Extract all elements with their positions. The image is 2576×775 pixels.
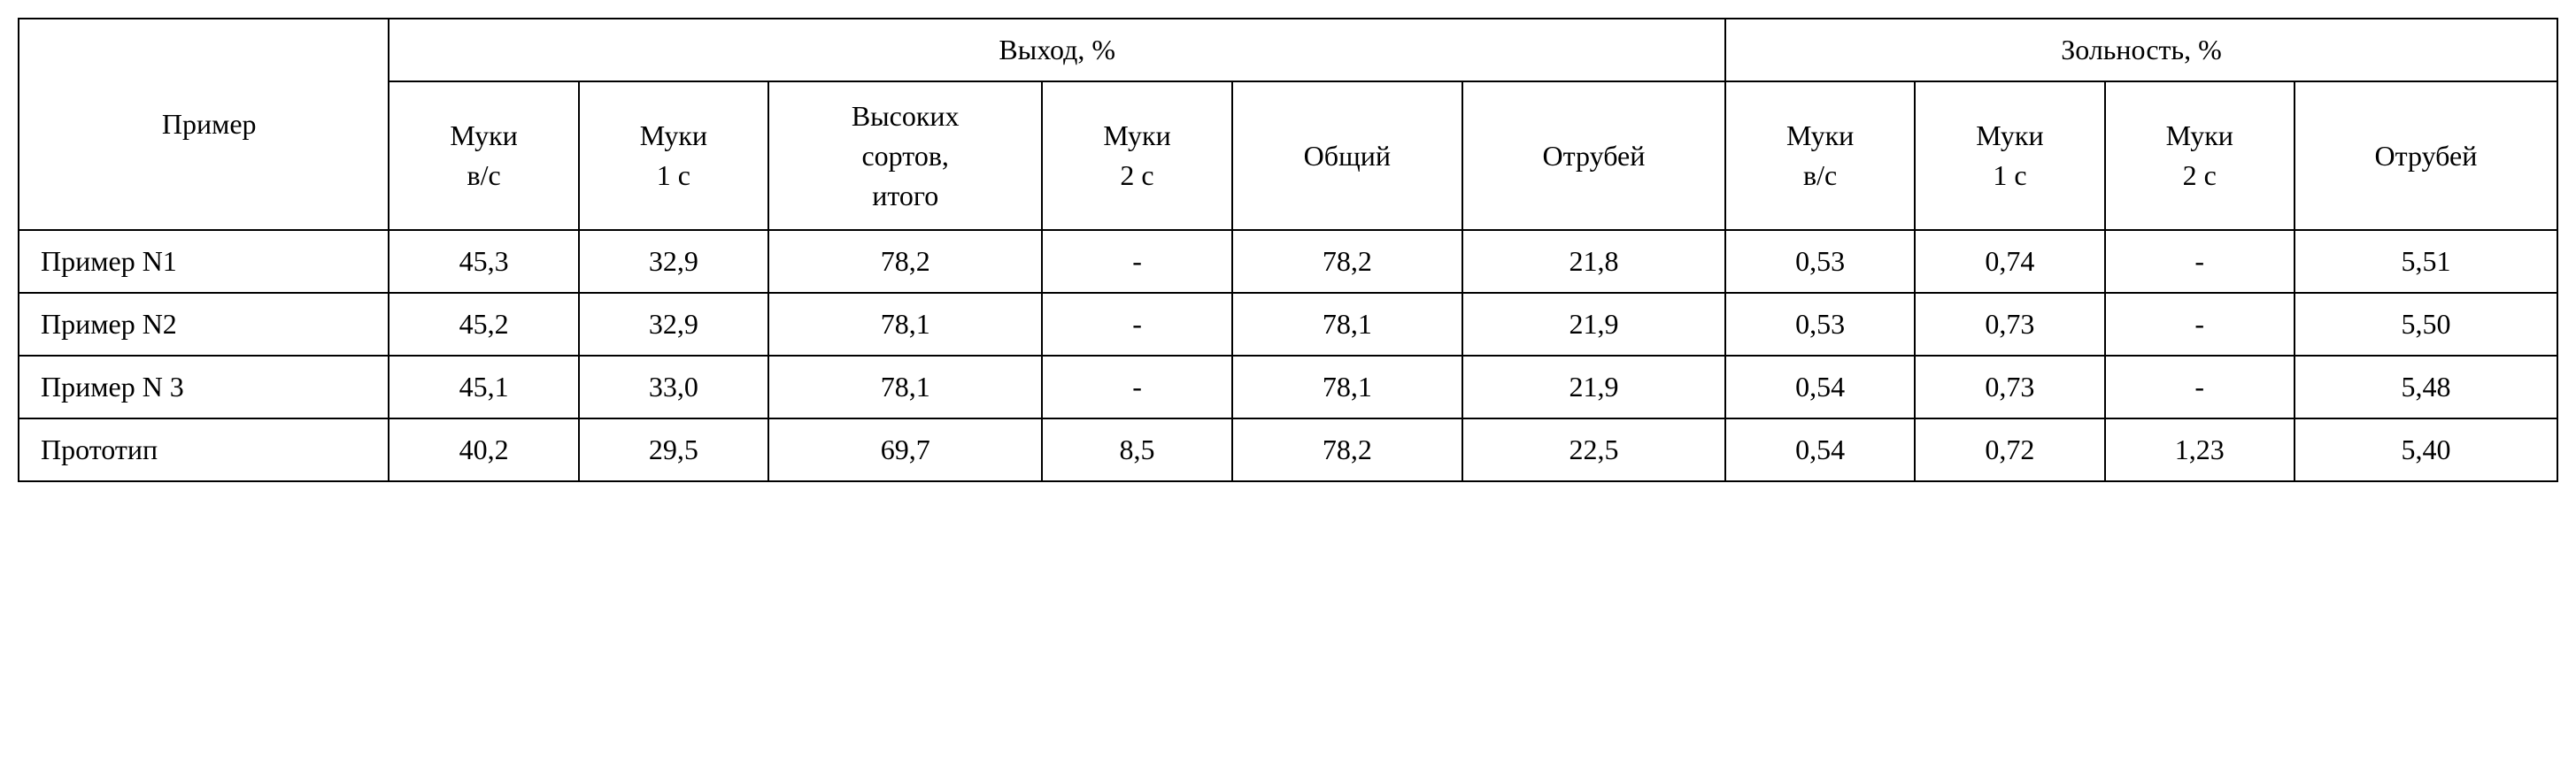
cell-ash-flour-vs: 0,53: [1725, 230, 1915, 293]
cell-ash-bran: 5,48: [2294, 356, 2557, 418]
cell-ash-flour-1c: 0,73: [1915, 356, 2104, 418]
cell-yield-flour-1c: 29,5: [579, 418, 768, 481]
row-label: Пример N2: [19, 293, 389, 356]
col-ash-flour-1c-l1: Муки: [1926, 116, 2093, 156]
flour-yield-ash-table: Пример Выход, % Зольность, % Муки в/с Му…: [18, 18, 2558, 482]
cell-ash-flour-2c: -: [2105, 230, 2294, 293]
col-primer-header: Пример: [19, 19, 389, 230]
cell-ash-flour-vs: 0,54: [1725, 356, 1915, 418]
col-yield-high-grades: Высоких сортов, итого: [768, 81, 1042, 230]
table-row: Прототип40,229,569,78,578,222,50,540,721…: [19, 418, 2557, 481]
col-ash-flour-vs-l2: в/с: [1737, 156, 1903, 196]
cell-yield-high: 78,2: [768, 230, 1042, 293]
header-row-2: Муки в/с Муки 1 с Высоких сортов, итого: [19, 81, 2557, 230]
cell-ash-flour-1c: 0,72: [1915, 418, 2104, 481]
cell-yield-high: 78,1: [768, 293, 1042, 356]
cell-yield-flour-vs: 45,1: [389, 356, 578, 418]
row-label: Пример N1: [19, 230, 389, 293]
cell-yield-total: 78,2: [1232, 230, 1462, 293]
col-yield-flour-1c: Муки 1 с: [579, 81, 768, 230]
col-yield-high-grades-l2: сортов,: [780, 136, 1030, 176]
col-ash-flour-1c: Муки 1 с: [1915, 81, 2104, 230]
cell-yield-total: 78,2: [1232, 418, 1462, 481]
cell-yield-flour-2c: -: [1042, 356, 1231, 418]
cell-yield-bran: 21,9: [1462, 356, 1725, 418]
cell-yield-flour-vs: 45,2: [389, 293, 578, 356]
cell-yield-flour-1c: 32,9: [579, 230, 768, 293]
col-yield-flour-vs: Муки в/с: [389, 81, 578, 230]
table-row: Пример N145,332,978,2-78,221,80,530,74-5…: [19, 230, 2557, 293]
col-yield-group-header: Выход, %: [389, 19, 1725, 81]
col-ash-group-header: Зольность, %: [1725, 19, 2557, 81]
cell-ash-flour-2c: 1,23: [2105, 418, 2294, 481]
col-ash-flour-vs-l1: Муки: [1737, 116, 1903, 156]
col-ash-bran: Отрубей: [2294, 81, 2557, 230]
cell-yield-high: 69,7: [768, 418, 1042, 481]
row-label: Пример N 3: [19, 356, 389, 418]
row-label: Прототип: [19, 418, 389, 481]
cell-yield-bran: 22,5: [1462, 418, 1725, 481]
table-row: Пример N 345,133,078,1-78,121,90,540,73-…: [19, 356, 2557, 418]
cell-ash-bran: 5,51: [2294, 230, 2557, 293]
cell-ash-flour-vs: 0,54: [1725, 418, 1915, 481]
col-yield-high-grades-l3: итого: [780, 176, 1030, 216]
col-yield-flour-vs-l1: Муки: [400, 116, 567, 156]
col-yield-flour-2c-l1: Муки: [1053, 116, 1220, 156]
cell-yield-flour-vs: 40,2: [389, 418, 578, 481]
col-ash-flour-vs: Муки в/с: [1725, 81, 1915, 230]
cell-ash-flour-vs: 0,53: [1725, 293, 1915, 356]
col-yield-bran: Отрубей: [1462, 81, 1725, 230]
col-yield-flour-2c-l2: 2 с: [1053, 156, 1220, 196]
cell-ash-flour-2c: -: [2105, 356, 2294, 418]
header-row-1: Пример Выход, % Зольность, %: [19, 19, 2557, 81]
cell-yield-flour-2c: -: [1042, 230, 1231, 293]
col-ash-flour-2c: Муки 2 с: [2105, 81, 2294, 230]
col-yield-flour-1c-l2: 1 с: [590, 156, 757, 196]
cell-yield-high: 78,1: [768, 356, 1042, 418]
cell-ash-bran: 5,40: [2294, 418, 2557, 481]
cell-yield-flour-1c: 33,0: [579, 356, 768, 418]
cell-yield-flour-2c: -: [1042, 293, 1231, 356]
col-yield-flour-1c-l1: Муки: [590, 116, 757, 156]
table-body: Пример N145,332,978,2-78,221,80,530,74-5…: [19, 230, 2557, 481]
cell-yield-bran: 21,8: [1462, 230, 1725, 293]
cell-ash-flour-1c: 0,73: [1915, 293, 2104, 356]
table-row: Пример N245,232,978,1-78,121,90,530,73-5…: [19, 293, 2557, 356]
cell-yield-total: 78,1: [1232, 293, 1462, 356]
col-yield-high-grades-l1: Высоких: [780, 96, 1030, 136]
cell-yield-total: 78,1: [1232, 356, 1462, 418]
col-ash-flour-1c-l2: 1 с: [1926, 156, 2093, 196]
cell-yield-flour-vs: 45,3: [389, 230, 578, 293]
col-yield-flour-2c: Муки 2 с: [1042, 81, 1231, 230]
cell-yield-flour-2c: 8,5: [1042, 418, 1231, 481]
col-ash-flour-2c-l1: Муки: [2117, 116, 2283, 156]
cell-yield-flour-1c: 32,9: [579, 293, 768, 356]
cell-ash-flour-1c: 0,74: [1915, 230, 2104, 293]
col-yield-total: Общий: [1232, 81, 1462, 230]
col-yield-flour-vs-l2: в/с: [400, 156, 567, 196]
cell-ash-bran: 5,50: [2294, 293, 2557, 356]
col-ash-flour-2c-l2: 2 с: [2117, 156, 2283, 196]
cell-ash-flour-2c: -: [2105, 293, 2294, 356]
cell-yield-bran: 21,9: [1462, 293, 1725, 356]
